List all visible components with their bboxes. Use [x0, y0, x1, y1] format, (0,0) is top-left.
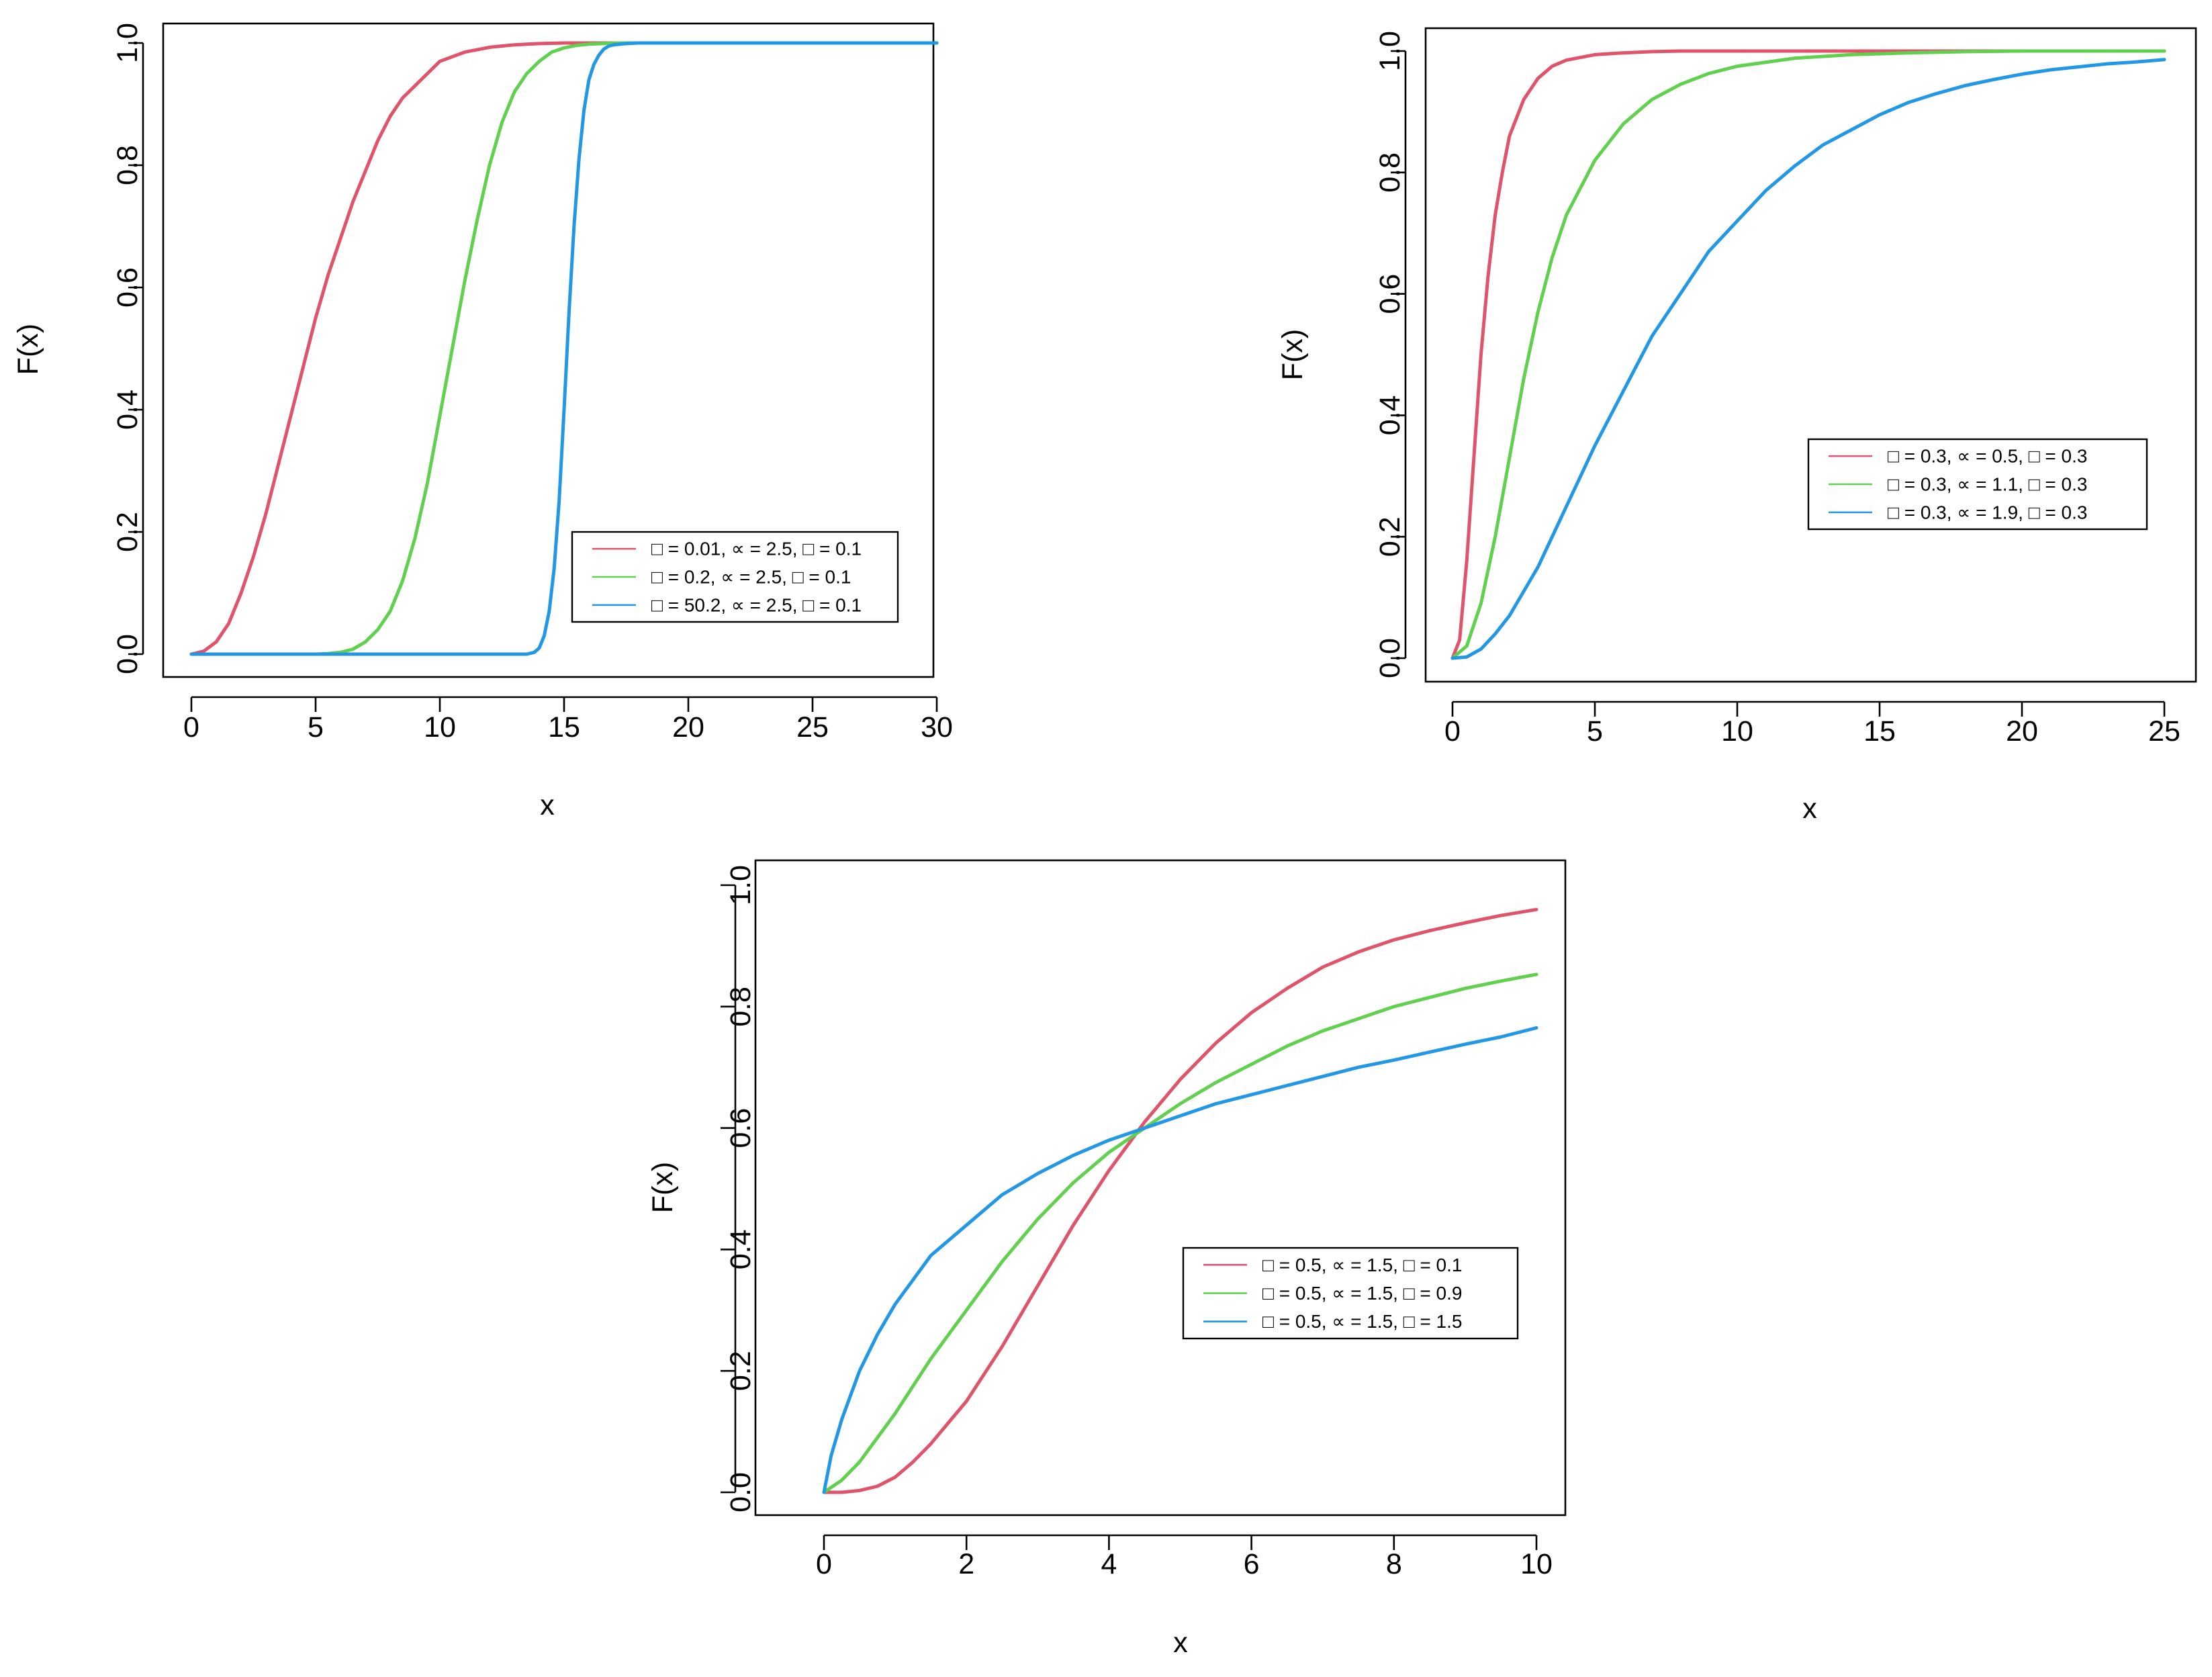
chart1-legend: □ = 0.01, ∝ = 2.5, □ = 0.1 □ = 0.2, ∝ = 2… — [571, 531, 899, 623]
chart1-legend-label-2: □ = 0.2, ∝ = 2.5, □ = 0.1 — [651, 567, 851, 588]
chart2-y-axis-title: F(x) — [1277, 329, 1309, 380]
chart2-x-tick-label: 10 — [1721, 715, 1753, 747]
chart3-y-tick-label: 0.8 — [725, 987, 757, 1027]
chart2-y-tick-label: 0.6 — [1374, 274, 1406, 314]
chart2-legend: □ = 0.3, ∝ = 0.5, □ = 0.3 □ = 0.3, ∝ = 1.… — [1807, 438, 2148, 531]
chart1-y-tick-label: 1.0 — [111, 23, 144, 63]
chart1-x-tick-label: 25 — [796, 711, 829, 743]
chart3-y-tick-label: 0.0 — [725, 1472, 757, 1512]
chart2-x-axis-title: x — [1802, 792, 1817, 825]
chart2-x-tick-label: 25 — [2148, 715, 2180, 747]
chart1-x-tick-label: 10 — [424, 711, 456, 743]
chart1-y-tick-label: 0.4 — [111, 390, 144, 430]
chart3-plot-frame — [754, 859, 1567, 1516]
chart2-series-line-3 — [1450, 58, 2166, 660]
chart2-y-tick-label: 0.4 — [1374, 396, 1406, 436]
chart2-x-tick-label: 15 — [1863, 715, 1896, 747]
chart2-y-tick-label: 0.8 — [1374, 152, 1406, 193]
chart3-x-tick-label: 10 — [1520, 1548, 1553, 1580]
chart3-series-line-3 — [822, 1026, 1538, 1494]
chart2-legend-label-1: □ = 0.3, ∝ = 0.5, □ = 0.3 — [1888, 446, 2087, 467]
chart1-x-tick-label: 30 — [921, 711, 953, 743]
chart3-legend-label-3: □ = 0.5, ∝ = 1.5, □ = 1.5 — [1262, 1311, 1462, 1332]
chart3-y-tick-label: 1.0 — [725, 865, 757, 905]
chart3-y-axis-title: F(x) — [647, 1162, 679, 1213]
chart1-x-axis-title: x — [540, 789, 555, 821]
chart3-y-tick-label: 0.6 — [725, 1108, 757, 1148]
chart3-x-tick-label: 8 — [1386, 1548, 1402, 1580]
chart3-series-line-1 — [822, 907, 1538, 1494]
chart1-y-tick-label: 0.2 — [111, 512, 144, 552]
chart2-panel: 0 5 10 15 20 25 0.0 0.2 0.4 0.6 0.8 1.0 x F(x) □ = 0.3… — [1277, 27, 2197, 825]
chart3-x-tick-label: 0 — [816, 1548, 832, 1580]
chart3-x-tick-label: 4 — [1101, 1548, 1117, 1580]
chart3-panel: 0 2 4 6 8 10 0.0 0.2 0.4 0.6 0.8 1.0 x F(x) □ = 0.5, ∝… — [647, 859, 1567, 1659]
chart2-x-tick-label: 0 — [1444, 715, 1461, 747]
chart1-panel: 0 5 10 15 20 25 30 0.0 0.2 0.4 0.6 0.8 1.0 x F(x) □ = 0… — [12, 22, 953, 821]
chart2-legend-label-3: □ = 0.3, ∝ = 1.9, □ = 0.3 — [1888, 502, 2087, 523]
chart2-series-line-1 — [1450, 49, 2166, 660]
chart1-legend-label-3: □ = 50.2, ∝ = 2.5, □ = 0.1 — [651, 594, 862, 615]
chart3-x-tick-label: 6 — [1244, 1548, 1260, 1580]
chart1-y-axis-title: F(x) — [12, 324, 44, 375]
chart3-y-tick-label: 0.2 — [725, 1351, 757, 1391]
chart3-legend-label-1: □ = 0.5, ∝ = 1.5, □ = 0.1 — [1262, 1255, 1462, 1275]
chart2-y-tick-label: 0.2 — [1374, 516, 1406, 557]
chart1-x-tick-label: 15 — [548, 711, 580, 743]
chart2-series-line-2 — [1450, 49, 2166, 660]
chart2-x-tick-label: 20 — [2006, 715, 2038, 747]
chart3-x-axis-title: x — [1173, 1627, 1188, 1659]
chart1-series-line-3 — [189, 41, 939, 656]
chart1-legend-label-1: □ = 0.01, ∝ = 2.5, □ = 0.1 — [651, 539, 862, 559]
chart1-x-tick-label: 0 — [183, 711, 199, 743]
chart1-y-tick-label: 0.6 — [111, 267, 144, 308]
chart2-y-tick-label: 0.0 — [1374, 638, 1406, 678]
chart2-plot-frame — [1424, 27, 2197, 683]
chart3-y-tick-label: 0.4 — [725, 1230, 757, 1270]
chart1-y-tick-label: 0.8 — [111, 145, 144, 185]
chart3-legend-label-2: □ = 0.5, ∝ = 1.5, □ = 0.9 — [1262, 1283, 1462, 1304]
chart3-legend: □ = 0.5, ∝ = 1.5, □ = 0.1 □ = 0.5, ∝ = 1.… — [1182, 1247, 1519, 1340]
chart1-x-tick-label: 5 — [308, 711, 324, 743]
chart2-x-tick-label: 5 — [1587, 715, 1603, 747]
chart3-x-tick-label: 2 — [958, 1548, 974, 1580]
chart1-plot-frame — [162, 22, 935, 678]
chart1-y-tick-label: 0.0 — [111, 634, 144, 674]
chart1-x-tick-label: 20 — [672, 711, 704, 743]
chart1-series-line-1 — [189, 41, 939, 656]
chart2-y-tick-label: 1.0 — [1374, 31, 1406, 71]
chart1-series-line-2 — [189, 41, 939, 656]
chart2-legend-label-2: □ = 0.3, ∝ = 1.1, □ = 0.3 — [1888, 474, 2087, 495]
